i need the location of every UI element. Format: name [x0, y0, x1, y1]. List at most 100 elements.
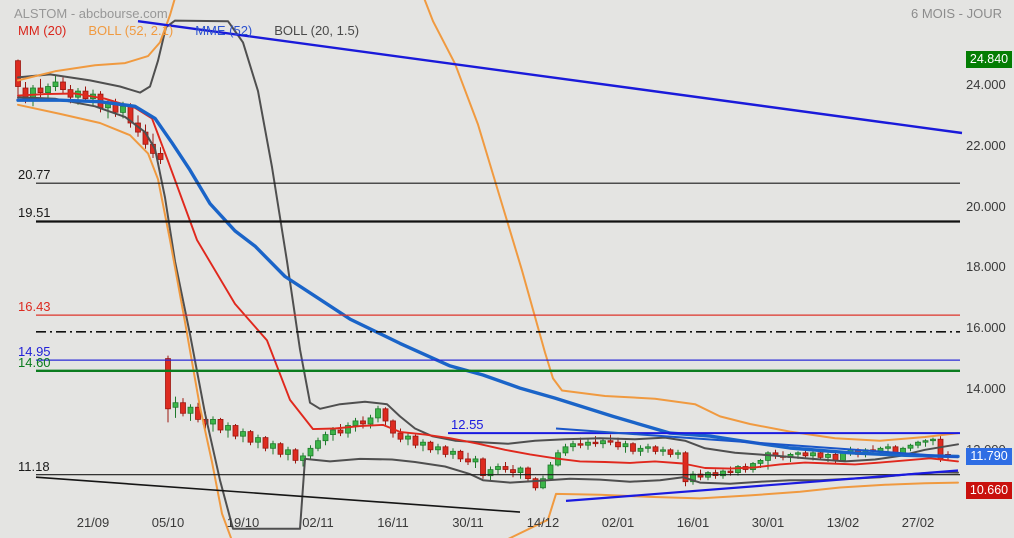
x-axis-label: 16/11 — [377, 515, 409, 530]
boll52-lower-line — [17, 103, 959, 538]
candle-body — [52, 81, 59, 87]
candle-body — [285, 449, 291, 455]
candle-body — [397, 432, 404, 440]
candle-body — [810, 452, 816, 457]
candle-body — [735, 466, 741, 473]
candle-body — [217, 418, 224, 431]
candle-body — [480, 458, 486, 476]
candle-body — [255, 437, 261, 443]
candle-body — [157, 152, 164, 160]
candle-body — [682, 452, 689, 483]
price-level-label: 12.55 — [451, 417, 484, 432]
support-lower-desc-trendline[interactable] — [35, 476, 521, 513]
candle-body — [465, 458, 471, 463]
legend-item-2: MME (52) — [195, 23, 253, 38]
candle-body — [525, 467, 531, 480]
legend-item-3: BOLL (20, 1.5) — [274, 23, 360, 38]
candle-body — [577, 443, 584, 446]
candle-body — [652, 446, 659, 452]
price-level-label: 20.77 — [18, 167, 51, 182]
x-axis-label: 19/10 — [226, 515, 260, 530]
candle-body — [412, 435, 419, 446]
x-axis-label: 27/02 — [901, 515, 935, 530]
legend-item-1: BOLL (52, 2.1) — [88, 23, 174, 38]
candle-body — [517, 467, 524, 473]
candle-body — [757, 459, 764, 464]
candle-body — [765, 452, 771, 461]
low-badge: 10.660 — [966, 482, 1012, 499]
x-axis-label: 30/01 — [751, 515, 785, 530]
boll20-upper-line — [17, 19, 959, 463]
candle-body — [585, 441, 591, 446]
price-level-label: 16.43 — [18, 299, 51, 314]
candle-body — [165, 358, 171, 410]
candle-body — [427, 441, 434, 451]
candle-body — [15, 60, 21, 87]
candle-body — [817, 452, 824, 458]
candle-body — [37, 87, 44, 93]
indicator-legend: MM (20) BOLL (52, 2.1) MME (52) BOLL (20, 1… — [18, 23, 381, 38]
candle-body — [660, 449, 666, 452]
resistance-upper-trendline[interactable] — [137, 20, 963, 135]
candle-body — [907, 444, 914, 449]
candle-body — [547, 464, 554, 480]
candle-body — [262, 437, 269, 449]
candle-body — [570, 443, 576, 448]
candle-body — [495, 466, 501, 470]
x-axis-label: 21/09 — [76, 515, 110, 530]
candle-body — [45, 86, 51, 93]
candle-body — [450, 450, 456, 455]
candle-body — [600, 440, 606, 445]
candle-body — [457, 450, 464, 460]
candle-body — [330, 429, 336, 435]
instrument-title: ALSTOM - abcbourse.com — [14, 6, 168, 21]
candle-body — [120, 105, 126, 113]
candle-body — [607, 440, 614, 443]
candle-body — [390, 420, 396, 434]
candle-body — [382, 408, 389, 422]
x-axis-label: 05/10 — [151, 515, 185, 530]
candle-body — [375, 408, 381, 419]
candle-body — [180, 402, 186, 414]
y-axis-label: 16.000 — [966, 320, 1006, 335]
candle-body — [247, 431, 254, 443]
candle-body — [472, 458, 479, 463]
candle-body — [187, 406, 194, 414]
y-axis-label: 22.000 — [966, 138, 1006, 153]
candle-body — [270, 443, 276, 449]
mm20-line — [17, 92, 959, 470]
boll52-upper-line — [17, 0, 959, 442]
x-axis-label: 30/11 — [452, 515, 484, 530]
candle-body — [720, 470, 726, 477]
x-axis-label: 16/01 — [676, 515, 710, 530]
candle-body — [622, 443, 629, 448]
y-axis-label: 14.000 — [966, 381, 1006, 396]
last-badge: 11.790 — [966, 448, 1012, 465]
x-axis-label: 02/11 — [302, 515, 334, 530]
candle-body — [630, 443, 636, 452]
high-badge: 24.840 — [966, 51, 1012, 68]
candle-body — [540, 478, 546, 489]
resistance-desc-trendline[interactable] — [555, 427, 959, 459]
candle-body — [367, 417, 374, 425]
candle-body — [667, 449, 674, 455]
candle-body — [232, 425, 239, 437]
candle-body — [277, 443, 284, 455]
candle-body — [225, 425, 231, 431]
candle-body — [802, 452, 809, 457]
candle-body — [60, 81, 66, 90]
candle-body — [502, 466, 509, 470]
candle-body — [645, 446, 651, 449]
candle-body — [915, 441, 921, 446]
candle-body — [307, 447, 314, 457]
candle-body — [637, 447, 644, 452]
candle-body — [322, 434, 329, 442]
candle-body — [405, 435, 411, 440]
support-asc-trendline[interactable] — [565, 469, 959, 502]
candle-body — [795, 452, 801, 455]
candle-body — [345, 425, 351, 434]
candle-body — [240, 431, 246, 437]
x-axis-label: 13/02 — [826, 515, 860, 530]
